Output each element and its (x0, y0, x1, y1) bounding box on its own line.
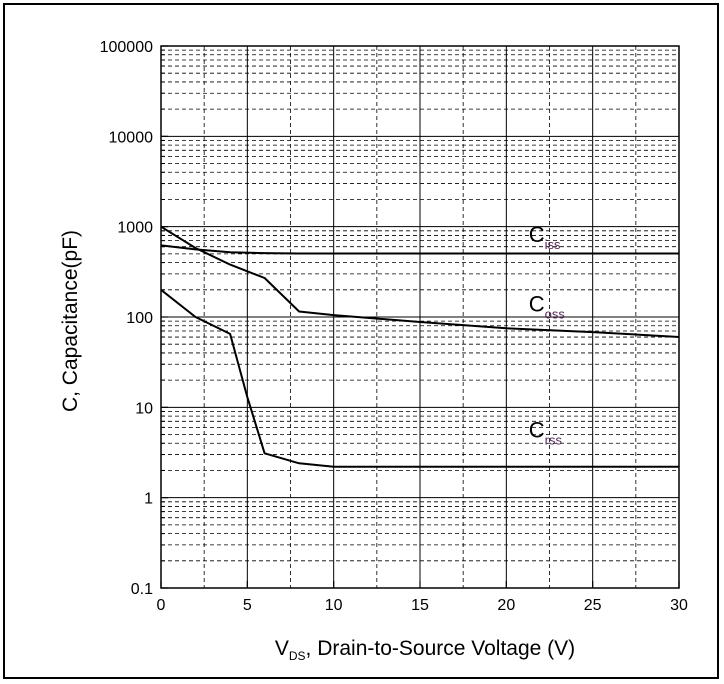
series-label-rss: Crss (529, 418, 563, 448)
series-label-main: C (529, 291, 545, 316)
x-axis-label-rest: , Drain-to-Source Voltage (V) (306, 637, 576, 660)
series-label-main: C (529, 418, 545, 443)
x-tick-label: 25 (584, 597, 602, 614)
x-tick-label: 20 (497, 597, 515, 614)
x-axis-label-main: V (275, 637, 289, 660)
series-label-sub: iss (545, 237, 561, 252)
y-tick-label: 100 (126, 310, 153, 327)
y-tick-label: 10 (135, 400, 153, 417)
y-tick-label: 1 (144, 491, 153, 508)
y-tick-label: 10000 (109, 129, 154, 146)
x-tick-label: 0 (157, 597, 166, 614)
y-axis-label: C, Capacitance(pF) (59, 230, 82, 412)
capacitance-chart: 0.1 1 10 100 1000 10000 100000 0 5 10 15 20 25 30 Cis… (59, 39, 688, 663)
x-tick-label: 5 (243, 597, 252, 614)
series-label-main: C (529, 222, 545, 247)
grid (161, 46, 679, 588)
chart-frame: 0.1 1 10 100 1000 10000 100000 0 5 10 15 20 25 30 Cis… (3, 3, 719, 679)
y-tick-label: 1000 (117, 220, 153, 237)
series-lines (160, 225, 680, 468)
x-axis-label: VDS, Drain-to-Source Voltage (V) (275, 637, 575, 663)
x-tick-label: 30 (670, 597, 688, 614)
y-tick-label: 0.1 (131, 581, 153, 598)
series-label-sub: rss (545, 433, 563, 448)
axis-ticks: 0.1 1 10 100 1000 10000 100000 0 5 10 15 20 25 30 (100, 39, 688, 614)
series-label-sub: oss (545, 306, 566, 321)
y-tick-label: 100000 (100, 39, 153, 56)
series-label-oss: Coss (529, 291, 566, 321)
series-line-oss (160, 225, 680, 338)
series-line-rss (160, 289, 679, 468)
x-tick-label: 15 (411, 597, 429, 614)
plot-area-border (160, 45, 680, 589)
x-tick-label: 10 (325, 597, 343, 614)
x-axis-label-sub: DS (289, 649, 306, 663)
series-label-iss: Ciss (529, 222, 561, 252)
series-line-iss (160, 244, 679, 255)
